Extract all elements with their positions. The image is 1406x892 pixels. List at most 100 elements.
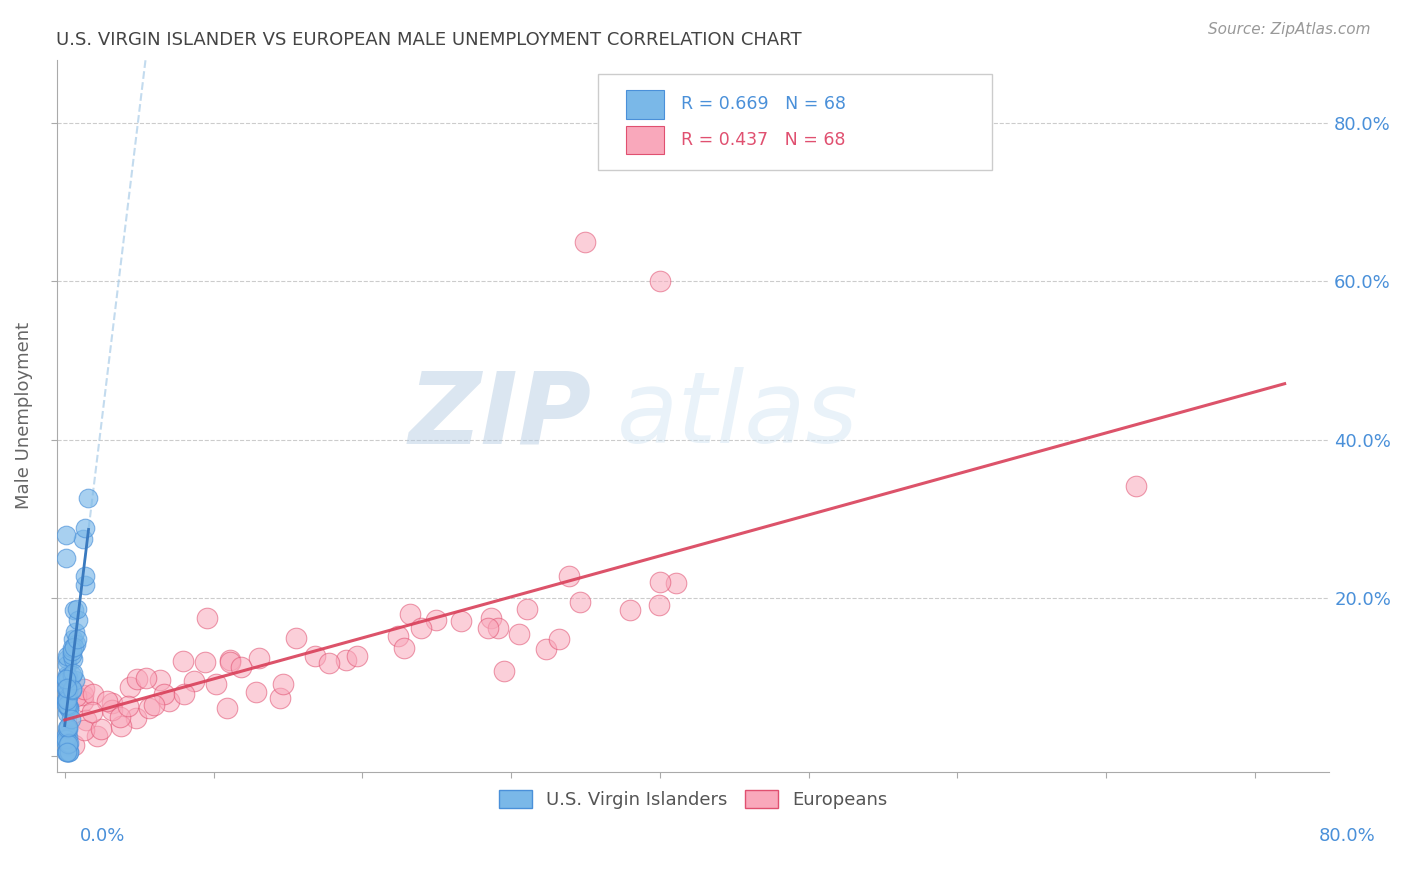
Point	[411, 621, 433, 635]
Text: 0.0%: 0.0%	[80, 827, 125, 845]
Point	[195, 611, 218, 625]
Point	[173, 687, 195, 701]
Point	[55, 693, 77, 707]
Point	[62, 652, 84, 666]
Point	[56, 681, 79, 695]
Point	[60, 644, 83, 658]
Point	[56, 691, 79, 706]
Point	[55, 728, 77, 742]
Point	[72, 532, 94, 546]
Point	[73, 681, 96, 696]
Point	[58, 700, 80, 714]
Point	[284, 631, 307, 645]
Point	[56, 736, 79, 750]
Legend: U.S. Virgin Islanders, Europeans: U.S. Virgin Islanders, Europeans	[492, 782, 894, 816]
Point	[62, 738, 84, 752]
Point	[56, 651, 79, 665]
Point	[55, 551, 77, 566]
Text: R = 0.669   N = 68: R = 0.669 N = 68	[681, 95, 845, 113]
Point	[58, 699, 80, 714]
Point	[477, 621, 499, 635]
Point	[77, 491, 100, 505]
Point	[149, 673, 172, 687]
Point	[82, 687, 104, 701]
Point	[55, 736, 77, 750]
Point	[56, 648, 79, 663]
Point	[56, 737, 79, 751]
Point	[392, 641, 415, 656]
Point	[56, 727, 79, 741]
Point	[450, 615, 472, 629]
Point	[72, 688, 94, 702]
Point	[56, 699, 79, 714]
Text: Source: ZipAtlas.com: Source: ZipAtlas.com	[1208, 22, 1371, 37]
Point	[60, 668, 83, 682]
Point	[73, 723, 96, 737]
Point	[648, 598, 671, 612]
Point	[548, 632, 571, 647]
Point	[55, 693, 77, 707]
Point	[55, 732, 77, 747]
Point	[142, 698, 165, 713]
Point	[58, 670, 80, 684]
Point	[56, 668, 79, 682]
Point	[62, 632, 84, 646]
Point	[194, 656, 217, 670]
Point	[75, 578, 97, 592]
Point	[56, 658, 79, 673]
Point	[425, 614, 447, 628]
Point	[619, 603, 641, 617]
Point	[346, 649, 368, 664]
Point	[63, 625, 86, 640]
Point	[271, 676, 294, 690]
Point	[55, 681, 77, 695]
Point	[58, 745, 80, 759]
Point	[229, 660, 252, 674]
Point	[534, 642, 557, 657]
Text: R = 0.437   N = 68: R = 0.437 N = 68	[681, 131, 845, 149]
Point	[63, 673, 86, 687]
Point	[157, 694, 180, 708]
Point	[101, 703, 124, 717]
Point	[479, 611, 502, 625]
Point	[558, 569, 581, 583]
Point	[648, 574, 671, 589]
Point	[117, 699, 139, 714]
Bar	[626, 90, 664, 119]
Point	[55, 694, 77, 708]
Point	[318, 657, 340, 671]
Point	[269, 691, 291, 706]
Point	[55, 745, 77, 759]
Point	[56, 739, 79, 754]
Point	[219, 653, 242, 667]
Point	[56, 722, 79, 736]
Point	[494, 664, 516, 678]
Point	[508, 627, 530, 641]
FancyBboxPatch shape	[598, 74, 993, 170]
Point	[86, 729, 108, 743]
Point	[56, 722, 79, 736]
Point	[125, 711, 148, 725]
Point	[56, 690, 79, 704]
Point	[247, 651, 270, 665]
Point	[75, 713, 97, 727]
Point	[183, 674, 205, 689]
Text: atlas: atlas	[617, 368, 859, 465]
Point	[665, 576, 688, 591]
Text: 80.0%: 80.0%	[1319, 827, 1375, 845]
Point	[56, 720, 79, 734]
Point	[56, 698, 79, 713]
Point	[96, 694, 118, 708]
Point	[59, 712, 82, 726]
Point	[58, 681, 80, 695]
Point	[63, 603, 86, 617]
Point	[60, 682, 83, 697]
Point	[486, 621, 509, 635]
Point	[56, 673, 79, 688]
Bar	[626, 126, 664, 154]
Point	[66, 632, 89, 646]
Point	[574, 235, 596, 249]
Point	[304, 648, 326, 663]
Point	[1125, 479, 1147, 493]
Point	[569, 595, 592, 609]
